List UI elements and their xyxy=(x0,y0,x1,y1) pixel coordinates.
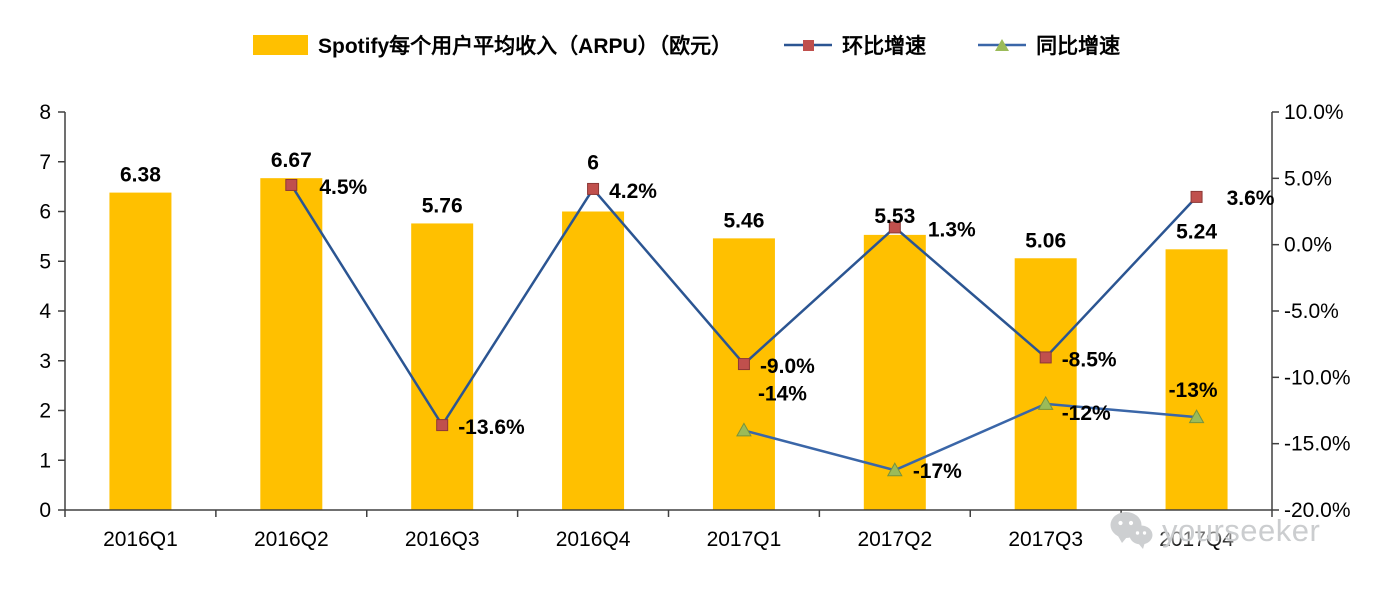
right-axis-tick-label: -10.0% xyxy=(1284,366,1351,389)
marker-square xyxy=(888,221,901,234)
marker-square xyxy=(1039,351,1052,364)
left-axis-tick-label: 3 xyxy=(39,350,51,373)
wechat-icon xyxy=(1110,512,1153,549)
bar xyxy=(411,223,474,510)
chart-legend: Spotify每个用户平均收入（ARPU）（欧元） 环比增速 同比增速 xyxy=(253,30,1120,60)
left-axis-tick-label: 5 xyxy=(39,250,51,273)
right-axis-tick-label: -5.0% xyxy=(1284,300,1339,323)
line-square-swatch-icon xyxy=(784,40,833,51)
category-label: 2016Q3 xyxy=(405,528,480,551)
bar xyxy=(109,192,172,510)
legend-label-qoq: 环比增速 xyxy=(842,35,927,58)
bar-label: 5.06 xyxy=(1025,229,1066,252)
left-axis-tick-label: 1 xyxy=(39,449,51,472)
point-label: 3.6% xyxy=(1227,187,1275,210)
marker-triangle xyxy=(1037,395,1054,410)
category-label: 2017Q2 xyxy=(857,528,932,551)
right-axis-tick-label: 5.0% xyxy=(1284,167,1332,190)
category-label: 2016Q1 xyxy=(103,528,178,551)
bar xyxy=(260,178,323,511)
right-axis-tick-label: -15.0% xyxy=(1284,433,1351,456)
left-axis-tick-label: 4 xyxy=(39,300,51,323)
bar-label: 6.38 xyxy=(120,164,161,187)
yoy-swatch-marker xyxy=(995,39,1010,51)
point-label: 4.5% xyxy=(319,176,367,199)
left-axis-tick-label: 0 xyxy=(39,499,51,522)
point-label: -14% xyxy=(758,382,807,405)
bar-label: 5.53 xyxy=(874,205,915,228)
point-label: 1.3% xyxy=(928,218,976,241)
bar-label: 5.24 xyxy=(1176,220,1217,243)
watermark-text: yourseeker xyxy=(1162,513,1321,548)
line-triangle-swatch-icon xyxy=(978,39,1027,51)
legend-label-arpu: Spotify每个用户平均收入（ARPU）（欧元） xyxy=(318,35,733,58)
left-axis-tick-label: 2 xyxy=(39,400,51,423)
marker-square xyxy=(1190,190,1203,203)
point-label: -13% xyxy=(1169,379,1218,402)
legend-item-arpu: Spotify每个用户平均收入（ARPU）（欧元） xyxy=(253,30,732,60)
bar-swatch-icon xyxy=(253,35,308,55)
point-label: -9.0% xyxy=(760,355,815,378)
marker-triangle xyxy=(886,462,903,477)
category-label: 2017Q4 xyxy=(1159,528,1234,551)
bar-label: 5.76 xyxy=(422,194,463,217)
left-axis-tick-label: 6 xyxy=(39,201,51,224)
right-axis-tick-label: -20.0% xyxy=(1284,499,1351,522)
bar xyxy=(562,211,625,510)
point-label: -13.6% xyxy=(458,416,525,439)
bar xyxy=(1165,249,1228,510)
bar-label: 6 xyxy=(587,152,599,175)
category-label: 2016Q2 xyxy=(254,528,329,551)
legend-item-qoq: 环比增速 xyxy=(784,30,926,60)
marker-square xyxy=(737,358,750,371)
bar-label: 5.46 xyxy=(724,209,765,232)
watermark: yourseeker xyxy=(1108,510,1320,552)
marker-triangle xyxy=(736,422,752,437)
category-label: 2017Q1 xyxy=(707,528,782,551)
legend-label-yoy: 同比增速 xyxy=(1036,35,1121,58)
bar xyxy=(1014,258,1077,510)
point-label: 4.2% xyxy=(609,180,657,203)
category-label: 2016Q4 xyxy=(556,528,631,551)
bar xyxy=(712,238,775,511)
bar-label: 6.67 xyxy=(271,149,312,172)
marker-square xyxy=(436,419,449,432)
category-label: 2017Q3 xyxy=(1008,528,1083,551)
left-axis-tick-label: 7 xyxy=(39,151,51,174)
qoq-swatch-marker xyxy=(803,40,815,51)
marker-square xyxy=(587,182,600,195)
marker-square xyxy=(285,178,298,191)
marker-triangle xyxy=(1188,409,1205,424)
right-axis-tick-label: 0.0% xyxy=(1284,234,1332,257)
legend-item-yoy: 同比增速 xyxy=(978,30,1120,60)
point-label: -8.5% xyxy=(1062,348,1117,371)
line-yoy xyxy=(743,402,1197,472)
point-label: -12% xyxy=(1062,402,1111,425)
left-axis-tick-label: 8 xyxy=(39,101,51,124)
right-axis-tick-label: 10.0% xyxy=(1284,101,1344,124)
point-label: -17% xyxy=(913,460,962,483)
